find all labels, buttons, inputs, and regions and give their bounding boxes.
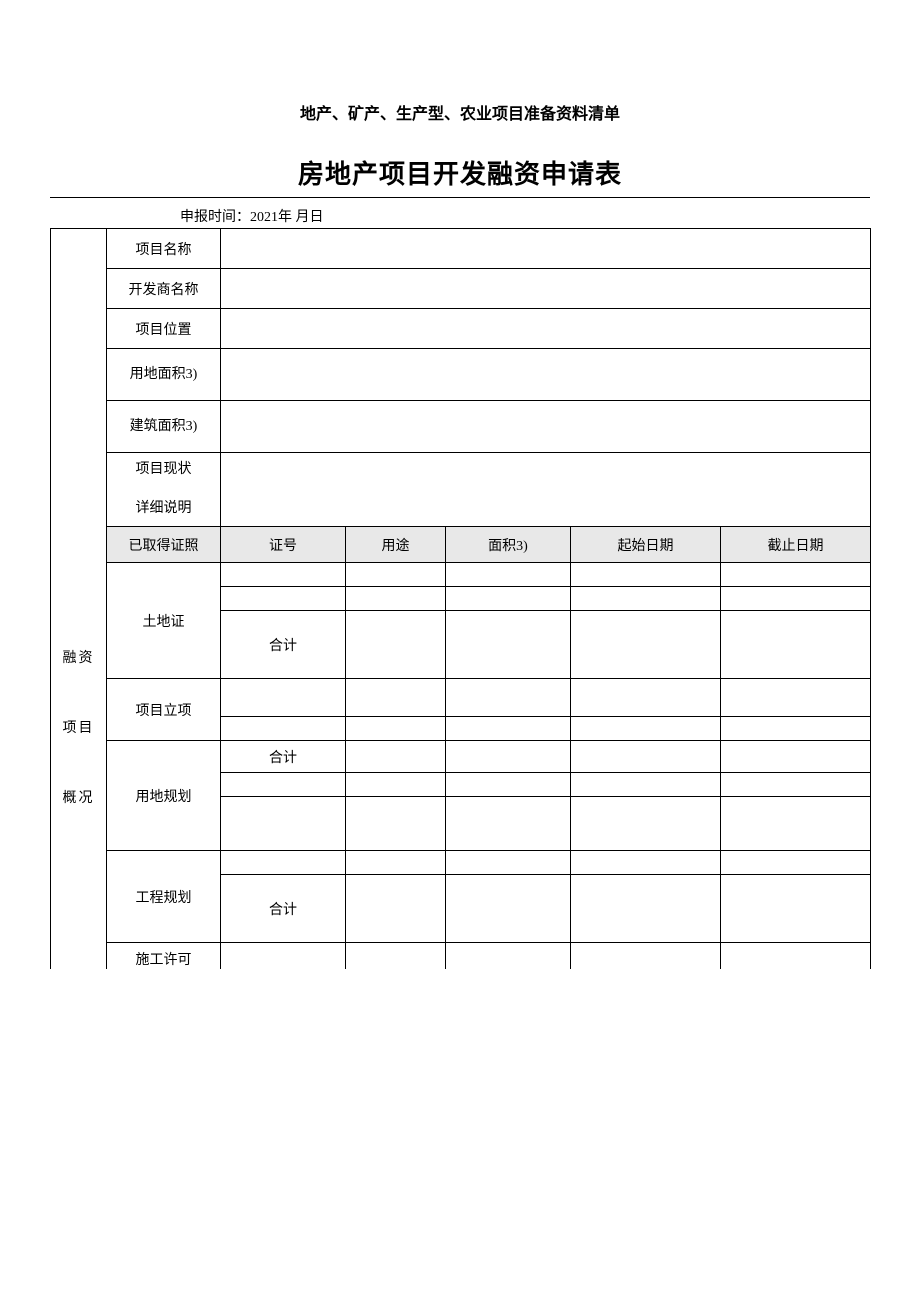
table-cell	[721, 851, 871, 875]
table-cell	[346, 679, 446, 717]
table-cell	[346, 741, 446, 773]
label-project-name: 项目名称	[107, 229, 221, 269]
category-cell: 融资 项目 概况	[51, 229, 107, 969]
table-cell	[721, 741, 871, 773]
header-purpose: 用途	[346, 527, 446, 563]
value-building-area	[221, 401, 871, 453]
table-cell	[571, 679, 721, 717]
label-developer-name: 开发商名称	[107, 269, 221, 309]
value-project-name	[221, 229, 871, 269]
table-cell	[721, 679, 871, 717]
label-land-planning: 用地规划	[107, 741, 221, 851]
label-total: 合计	[221, 875, 346, 943]
table-cell	[571, 773, 721, 797]
label-engineering-planning: 工程规划	[107, 851, 221, 943]
header-area: 面积3)	[446, 527, 571, 563]
value-project-status	[221, 453, 871, 527]
table-cell	[571, 797, 721, 851]
table-cell	[721, 587, 871, 611]
table-cell	[346, 611, 446, 679]
table-cell	[571, 611, 721, 679]
table-cell	[221, 851, 346, 875]
table-cell	[346, 797, 446, 851]
label-land-cert: 土地证	[107, 563, 221, 679]
table-cell	[221, 679, 346, 717]
table-cell	[721, 611, 871, 679]
table-cell	[446, 741, 571, 773]
table-cell	[721, 773, 871, 797]
table-cell	[446, 943, 571, 969]
table-cell	[571, 741, 721, 773]
title-underline	[50, 197, 870, 198]
table-cell	[221, 563, 346, 587]
label-land-area: 用地面积3)	[107, 349, 221, 401]
table-cell	[346, 587, 446, 611]
document-title: 房地产项目开发融资申请表	[50, 154, 870, 191]
table-cell	[346, 851, 446, 875]
application-form-table: 融资 项目 概况 项目名称 开发商名称 项目位置 用地面积3) 建筑面积3) 项…	[50, 228, 871, 969]
table-cell	[571, 563, 721, 587]
table-cell	[446, 717, 571, 741]
table-cell	[446, 679, 571, 717]
label-total: 合计	[221, 611, 346, 679]
label-project-status: 项目现状 详细说明	[107, 453, 221, 527]
table-cell	[571, 875, 721, 943]
table-cell	[721, 943, 871, 969]
table-cell	[346, 773, 446, 797]
table-cell	[221, 797, 346, 851]
label-construction-permit: 施工许可	[107, 943, 221, 969]
value-project-location	[221, 309, 871, 349]
table-cell	[221, 587, 346, 611]
label-total: 合计	[221, 741, 346, 773]
label-building-area: 建筑面积3)	[107, 401, 221, 453]
table-cell	[571, 587, 721, 611]
header-start-date: 起始日期	[571, 527, 721, 563]
table-cell	[446, 773, 571, 797]
table-cell	[571, 851, 721, 875]
table-cell	[721, 717, 871, 741]
table-cell	[221, 943, 346, 969]
table-cell	[721, 797, 871, 851]
table-cell	[346, 717, 446, 741]
label-project-approval: 项目立项	[107, 679, 221, 741]
table-cell	[346, 943, 446, 969]
table-cell	[446, 587, 571, 611]
table-cell	[346, 563, 446, 587]
table-cell	[721, 563, 871, 587]
table-cell	[346, 875, 446, 943]
table-cell	[221, 717, 346, 741]
value-land-area	[221, 349, 871, 401]
table-cell	[446, 851, 571, 875]
table-cell	[571, 943, 721, 969]
header-cert-no: 证号	[221, 527, 346, 563]
table-cell	[721, 875, 871, 943]
header-end-date: 截止日期	[721, 527, 871, 563]
label-project-location: 项目位置	[107, 309, 221, 349]
table-cell	[446, 611, 571, 679]
report-time: 申报时间：2021年 月日	[50, 206, 870, 226]
table-cell	[221, 773, 346, 797]
value-developer-name	[221, 269, 871, 309]
table-cell	[446, 563, 571, 587]
table-cell	[571, 717, 721, 741]
table-cell	[446, 797, 571, 851]
table-cell	[446, 875, 571, 943]
label-obtained-cert: 已取得证照	[107, 527, 221, 563]
document-subtitle: 地产、矿产、生产型、农业项目准备资料清单	[50, 100, 870, 124]
